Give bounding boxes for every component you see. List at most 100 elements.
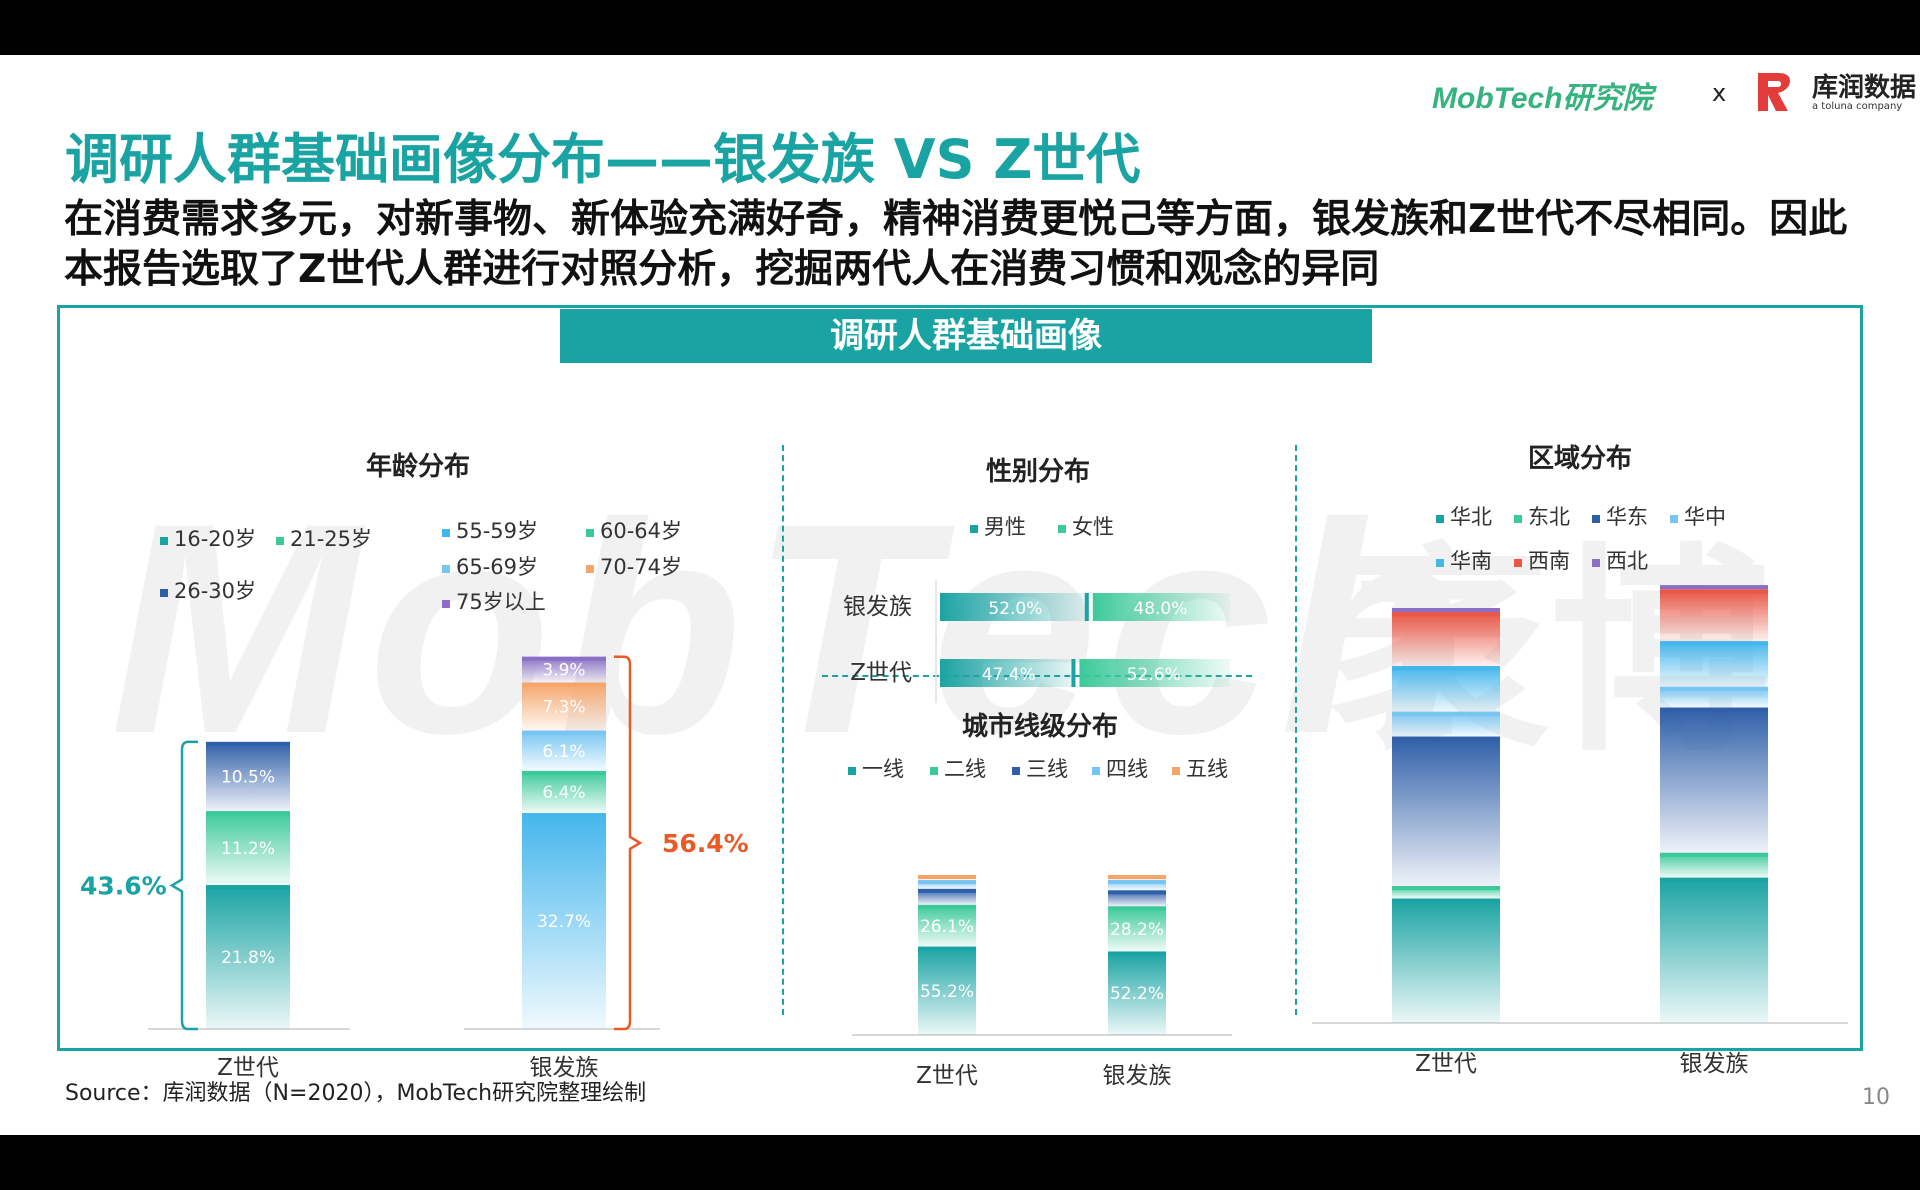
age-z-value-label-0: 21.8% <box>221 948 275 968</box>
city-0-bar-top-3 <box>918 880 976 885</box>
region-1-bar-1 <box>1660 852 1768 878</box>
region-1-bar-top-6 <box>1660 585 1768 590</box>
age-legend-marker-1 <box>276 537 284 545</box>
age-s-bar-2 <box>522 730 606 771</box>
region-legend-label-6: 西北 <box>1606 549 1648 573</box>
region-legend-label-3: 华中 <box>1684 505 1726 529</box>
divider-right <box>1295 445 1297 1015</box>
region-0-bar-top-3 <box>1392 711 1500 716</box>
region-1-bar-2 <box>1660 707 1768 853</box>
age-s-bar-top-1 <box>522 770 606 775</box>
city-1-bar-3 <box>1108 879 1166 891</box>
region-0-bar-0 <box>1392 898 1500 1023</box>
region-legend-label-2: 华东 <box>1606 505 1648 529</box>
city-1-bar-top-0 <box>1108 951 1166 956</box>
age-z-bar-2 <box>206 741 290 812</box>
city-1-bar-top-1 <box>1108 906 1166 911</box>
city-0-bar-3 <box>918 880 976 889</box>
city-1-bar-top-4 <box>1108 875 1166 879</box>
age-s-bar-top-4 <box>522 656 606 661</box>
city-legend-label-1: 二线 <box>944 757 986 781</box>
age-s-bar-top-2 <box>522 730 606 735</box>
age-legend-label-2: 26-30岁 <box>174 579 256 603</box>
region-0-bar-top-4 <box>1392 666 1500 671</box>
city-0-bar-top-2 <box>918 888 976 893</box>
age-annotation-z: 43.6% <box>80 871 167 900</box>
age-z-value-label-1: 11.2% <box>221 839 275 859</box>
region-1-bar-5 <box>1660 589 1768 642</box>
city-legend-marker-1 <box>930 767 938 775</box>
region-1-bar-0 <box>1660 877 1768 1023</box>
city-xtick-1: 银发族 <box>1103 1063 1172 1089</box>
city-legend-marker-2 <box>1012 767 1020 775</box>
city-chart-title: 城市线级分布 <box>962 711 1118 742</box>
age-s-value-label-3: 7.3% <box>542 698 585 718</box>
region-legend-marker-3 <box>1670 515 1678 523</box>
city-1-value-label-1: 28.2% <box>1110 920 1164 940</box>
region-1-bar-4 <box>1660 641 1768 687</box>
age-legend-label-5: 65-69岁 <box>456 555 538 579</box>
region-legend-marker-4 <box>1436 559 1444 567</box>
age-s-bar-top-0 <box>522 813 606 818</box>
charts-canvas: 年龄分布 16-20岁 21-25岁 26-30岁 55-59岁 60-64岁 65-69岁… <box>80 444 1848 1089</box>
gender-value-female-1: 52.6% <box>1127 665 1181 685</box>
gender-bar-male-0 <box>940 593 1089 621</box>
age-legend-label-1: 21-25岁 <box>290 527 372 551</box>
age-z-value-label-2: 10.5% <box>221 768 275 788</box>
region-legend-label-4: 华南 <box>1450 549 1492 573</box>
content-frame <box>57 305 1863 1051</box>
mobtech-logo: MobTech研究院 <box>1432 82 1653 115</box>
age-legend-marker-0 <box>160 537 168 545</box>
city-legend-label-4: 五线 <box>1186 757 1228 781</box>
region-xtick-0: Z世代 <box>1415 1051 1477 1077</box>
age-z-bar-1 <box>206 811 290 886</box>
region-1-bar-top-5 <box>1660 589 1768 594</box>
age-legend-marker-6 <box>586 565 594 573</box>
age-z-bar-top-0 <box>206 885 290 890</box>
region-legend-marker-1 <box>1514 515 1522 523</box>
region-legend-marker-6 <box>1592 559 1600 567</box>
city-legend-label-2: 三线 <box>1026 757 1068 781</box>
age-s-bar-1 <box>522 770 606 814</box>
gender-value-male-1: 47.4% <box>982 665 1036 685</box>
gender-legend-label-0: 男性 <box>984 515 1026 539</box>
age-legend-label-4: 60-64岁 <box>600 519 682 543</box>
city-1-bar-top-2 <box>1108 890 1166 895</box>
city-0-bar-top-1 <box>918 904 976 909</box>
age-legend-label-0: 16-20岁 <box>174 527 256 551</box>
gender-bar-male-1 <box>940 659 1076 687</box>
city-legend-label-3: 四线 <box>1106 757 1148 781</box>
gender-legend-marker-0 <box>970 525 978 533</box>
age-xtick-1: 银发族 <box>530 1055 599 1081</box>
region-legend-marker-5 <box>1514 559 1522 567</box>
slide: MobTech 袤博 MobTech研究院 x 库润数据 a toluna co… <box>0 55 1920 1135</box>
city-0-value-label-1: 26.1% <box>920 917 974 937</box>
gender-value-female-0: 48.0% <box>1133 599 1187 619</box>
city-1-bar-1 <box>1108 906 1166 952</box>
region-1-bar-top-1 <box>1660 852 1768 857</box>
age-bracket-z <box>169 740 198 1031</box>
city-legend-marker-4 <box>1172 767 1180 775</box>
age-z-bar-top-1 <box>206 811 290 816</box>
region-0-bar-top-6 <box>1392 608 1500 612</box>
page-number: 10 <box>1862 1085 1890 1110</box>
age-s-bar-4 <box>522 656 606 683</box>
city-0-bar-0 <box>918 946 976 1035</box>
region-xtick-1: 银发族 <box>1680 1051 1749 1077</box>
kr-logo-icon <box>1752 69 1798 115</box>
age-z-bar-0 <box>206 885 290 1029</box>
region-0-bar-3 <box>1392 711 1500 737</box>
city-0-bar-top-0 <box>918 946 976 951</box>
partner-logo: 库润数据 <box>1812 73 1917 103</box>
region-0-bar-2 <box>1392 736 1500 887</box>
watermark: MobTech <box>110 460 1472 796</box>
age-chart-title: 年龄分布 <box>366 451 470 482</box>
city-1-bar-0 <box>1108 951 1166 1035</box>
region-0-bar-top-0 <box>1392 898 1500 903</box>
age-legend-label-6: 70-74岁 <box>600 555 682 579</box>
city-legend-marker-3 <box>1092 767 1100 775</box>
region-0-bar-top-5 <box>1392 612 1500 617</box>
gender-ytick-1: Z世代 <box>850 660 912 686</box>
region-1-bar-top-2 <box>1660 707 1768 712</box>
region-1-bar-3 <box>1660 686 1768 708</box>
